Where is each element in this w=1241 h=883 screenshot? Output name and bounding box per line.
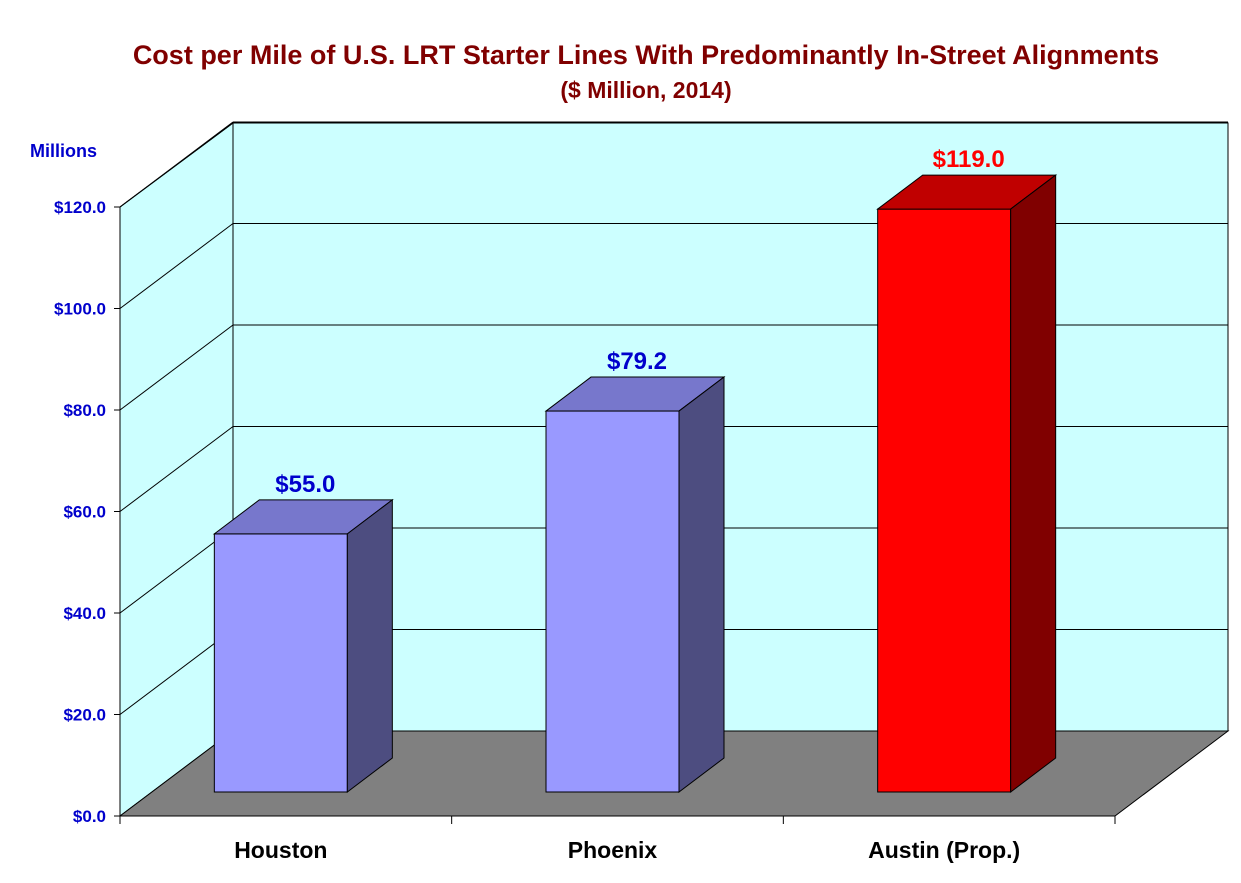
x-tick-label: Phoenix [568, 837, 658, 863]
data-label: $119.0 [933, 146, 1005, 173]
x-tick-label: Houston [234, 837, 327, 863]
bar-front [213, 533, 348, 793]
y-tick-label: $80.0 [63, 401, 106, 420]
plot-area: $0.0 $20.0 $40.0 $60.0 $80.0 $100.0 $120.0 $55.… [54, 121, 1230, 863]
gridline-side [119, 426, 234, 512]
bar-side [1010, 174, 1057, 794]
bar-front [545, 410, 680, 793]
y-tick-label: $120.0 [54, 198, 106, 217]
chart-subtitle: ($ Million, 2014) [560, 77, 731, 103]
gridline-side [119, 324, 234, 411]
data-label: $55.0 [275, 471, 335, 498]
bar-side [346, 498, 393, 794]
x-tick-label: Austin (Prop.) [868, 837, 1020, 863]
data-label: $79.2 [607, 348, 667, 375]
y-tick-label: $20.0 [63, 706, 106, 725]
y-tick-label: $0.0 [73, 807, 106, 826]
chart-title: Cost per Mile of U.S. LRT Starter Lines … [133, 40, 1159, 70]
gridline-side [119, 122, 234, 208]
bar-side [678, 376, 725, 794]
y-tick-label: $60.0 [63, 503, 106, 522]
gridline-side [119, 223, 234, 309]
y-tick-label: $100.0 [54, 300, 106, 319]
y-axis-label: Millions [30, 141, 97, 161]
bar-front [877, 208, 1012, 793]
y-tick-label: $40.0 [63, 604, 106, 623]
